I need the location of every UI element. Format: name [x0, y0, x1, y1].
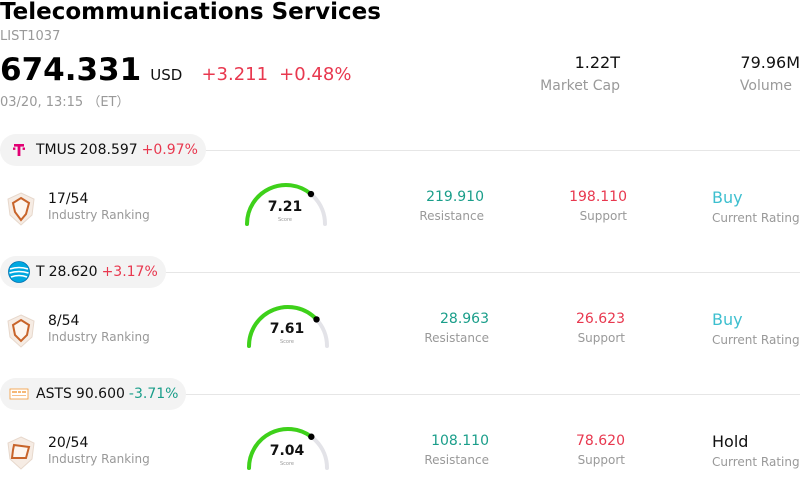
resistance-label: Resistance — [419, 209, 484, 223]
page-title: Telecommunications Services — [0, 0, 381, 25]
stock-change-pct: +0.97% — [141, 142, 198, 158]
stock-pill-tmus[interactable]: TMUS 208.597 +0.97% — [0, 134, 206, 166]
price-row: 674.331 USD +3.211 +0.48% — [0, 52, 351, 88]
support-label: Support — [577, 453, 625, 467]
rating-label: Current Rating — [712, 333, 800, 347]
stock-change-pct: -3.71% — [128, 386, 179, 402]
volume-value: 79.96M — [740, 53, 800, 72]
volume-label: Volume — [739, 78, 792, 94]
score-value: 7.04 — [269, 443, 305, 459]
score-value: 7.61 — [269, 321, 305, 337]
divider — [0, 394, 800, 395]
ranking-shield-icon — [7, 436, 35, 474]
stock-ticker: TMUS — [36, 142, 76, 158]
index-price: 674.331 — [0, 52, 142, 88]
support-value: 26.623 — [576, 311, 625, 327]
score-gauge — [245, 183, 327, 226]
market-cap-value: 1.22T — [574, 53, 620, 72]
divider — [0, 272, 800, 273]
stock-change-pct: +3.17% — [101, 264, 158, 280]
support-value: 198.110 — [569, 189, 627, 205]
score-label: Score — [277, 217, 292, 223]
stock-ticker: T — [36, 264, 45, 280]
rating-label: Current Rating — [712, 211, 800, 225]
support-label: Support — [579, 209, 627, 223]
ranking-shield-icon — [7, 314, 35, 352]
rating-value: Buy — [712, 310, 743, 329]
price-change: +3.211 — [201, 64, 269, 85]
industry-rank: 20/54 — [48, 435, 89, 451]
stock-pill-t[interactable]: T 28.620 +3.17% — [0, 256, 166, 288]
resistance-value: 28.963 — [440, 311, 489, 327]
t-mobile-logo-icon — [8, 139, 30, 161]
industry-rank: 17/54 — [48, 191, 89, 207]
ast-spacemobile-logo-icon — [8, 383, 30, 405]
industry-rank-label: Industry Ranking — [48, 452, 150, 466]
score-label: Score — [279, 461, 294, 467]
rating-value: Buy — [712, 188, 743, 207]
stock-price: 28.620 — [48, 264, 98, 280]
rating-label: Current Rating — [712, 455, 800, 469]
att-logo-icon — [8, 261, 30, 283]
ranking-shield-icon — [7, 192, 35, 230]
industry-rank-label: Industry Ranking — [48, 330, 150, 344]
resistance-value: 219.910 — [426, 189, 484, 205]
rating-value: Hold — [712, 432, 749, 451]
resistance-value: 108.110 — [431, 433, 489, 449]
industry-rank-label: Industry Ranking — [48, 208, 150, 222]
stock-pill-asts[interactable]: ASTS 90.600 -3.71% — [0, 378, 187, 410]
score-gauge — [247, 305, 329, 348]
stock-price: 208.597 — [79, 142, 138, 158]
currency: USD — [150, 66, 183, 84]
support-value: 78.620 — [576, 433, 625, 449]
industry-rank: 8/54 — [48, 313, 80, 329]
price-change-pct: +0.48% — [279, 64, 352, 85]
divider — [0, 150, 800, 151]
list-code: LIST1037 — [0, 29, 61, 44]
stock-ticker: ASTS — [36, 386, 72, 402]
stock-price: 90.600 — [75, 386, 125, 402]
resistance-label: Resistance — [424, 453, 489, 467]
score-label: Score — [279, 339, 294, 345]
timestamp: 03/20, 13:15 （ET） — [0, 95, 130, 110]
score-gauge — [247, 427, 329, 470]
score-value: 7.21 — [267, 199, 303, 215]
support-label: Support — [577, 331, 625, 345]
market-cap-label: Market Cap — [540, 78, 620, 94]
resistance-label: Resistance — [424, 331, 489, 345]
